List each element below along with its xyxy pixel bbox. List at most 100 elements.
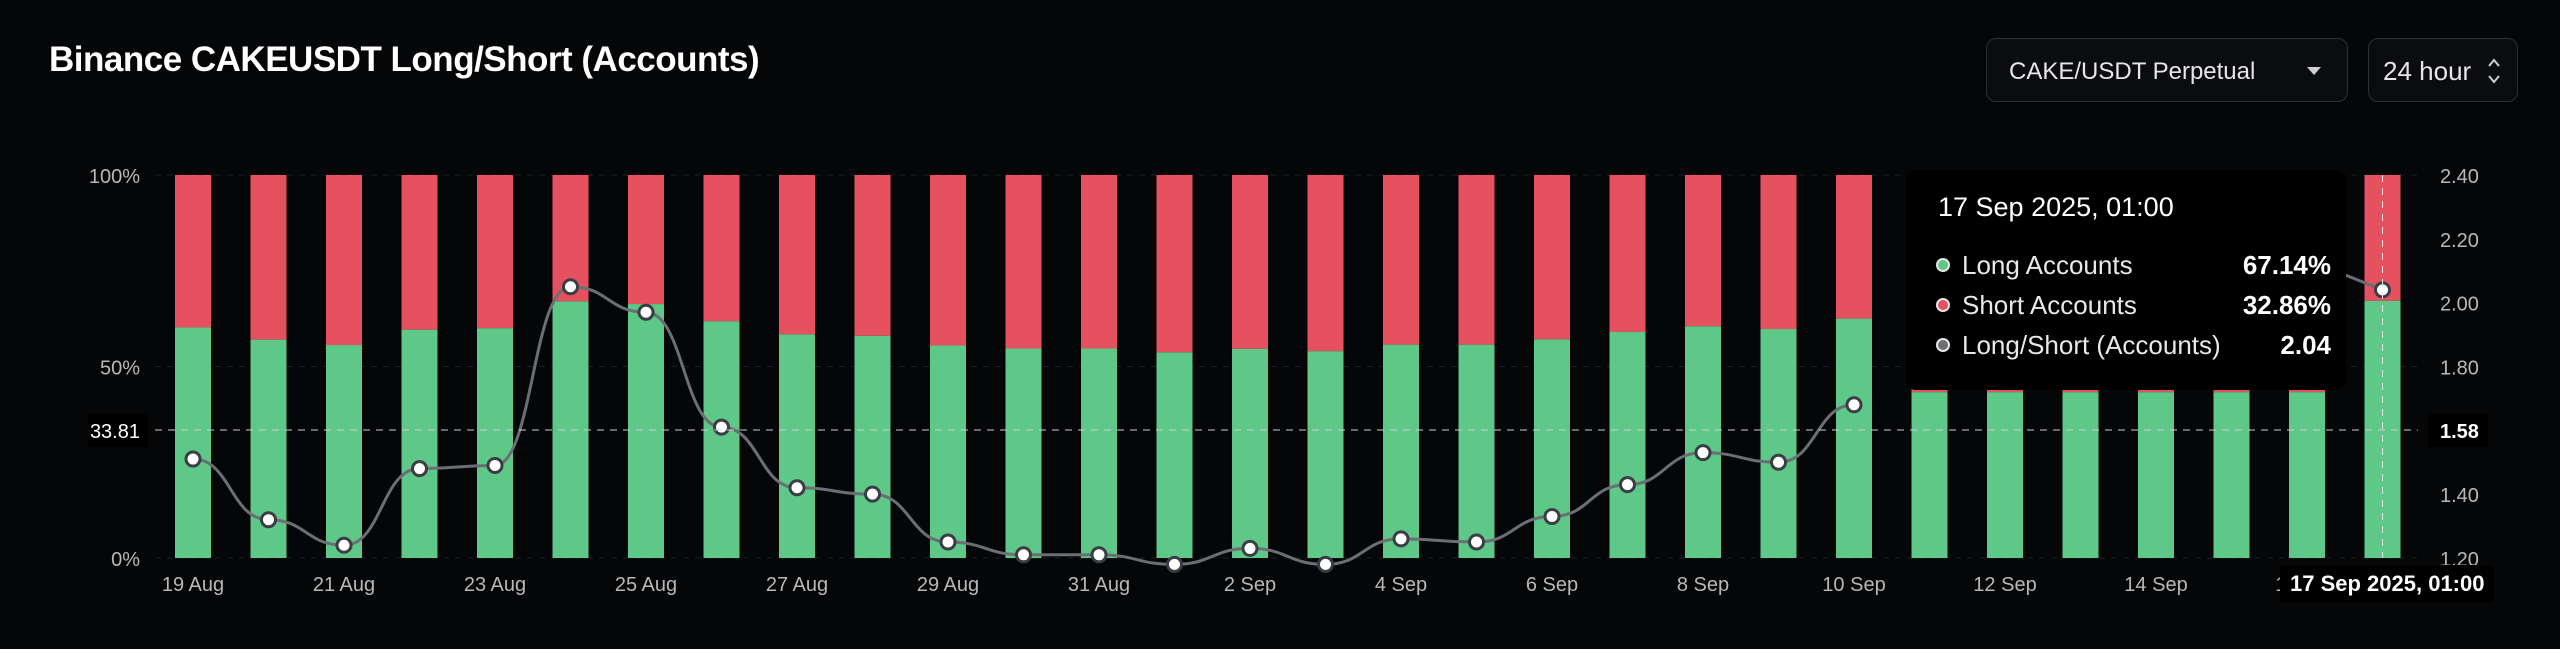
bar-short bbox=[1458, 175, 1495, 345]
bar-short bbox=[326, 175, 362, 346]
y-right-tick-label: 2.20 bbox=[2440, 230, 2479, 252]
y-right-tick-label: 1.80 bbox=[2440, 358, 2479, 380]
bar-long bbox=[703, 321, 740, 558]
crosshair-x-label: 17 Sep 2025, 01:00 bbox=[2280, 565, 2495, 603]
crosshair-left-value: 33.81 bbox=[90, 421, 140, 443]
x-tick-label: 8 Sep bbox=[1677, 574, 1729, 596]
ratio-point bbox=[1468, 533, 1485, 551]
bar-short bbox=[1760, 175, 1797, 329]
tooltip-title: 17 Sep 2025, 01:00 bbox=[1938, 192, 2174, 222]
pair-select-value: CAKE/USDT Perpetual bbox=[2009, 58, 2256, 85]
pair-select[interactable]: CAKE/USDT Perpetual bbox=[1986, 38, 2348, 102]
period-select[interactable]: 24 hour bbox=[2368, 38, 2518, 102]
x-tick-label: 29 Aug bbox=[917, 574, 979, 596]
bar-short bbox=[1156, 175, 1193, 353]
ratio-dot-icon bbox=[1936, 338, 1950, 352]
bar-short bbox=[1685, 175, 1721, 327]
bar-long bbox=[2062, 392, 2099, 558]
ratio-point bbox=[335, 536, 353, 554]
tooltip-value: 32.86% bbox=[2242, 290, 2331, 320]
ratio-point bbox=[1090, 546, 1108, 564]
ratio-point bbox=[713, 418, 730, 436]
tooltip-label: Short Accounts bbox=[1962, 290, 2137, 320]
crosshair-right-value: 1.58 bbox=[2440, 421, 2479, 443]
tooltip-label: Long Accounts bbox=[1962, 250, 2133, 280]
bar-short bbox=[930, 175, 966, 346]
bar-short bbox=[1005, 175, 1042, 349]
bar-long bbox=[552, 301, 589, 558]
ratio-point bbox=[1166, 555, 1183, 573]
tooltip-value: 2.04 bbox=[2280, 330, 2331, 360]
bar-long bbox=[854, 335, 891, 558]
bar-long bbox=[2289, 392, 2325, 558]
tooltip-row-short: Short Accounts 32.86% bbox=[1936, 290, 2331, 324]
bar-short bbox=[250, 175, 287, 340]
x-tick-label: 31 Aug bbox=[1068, 574, 1130, 596]
x-tick-label: 21 Aug bbox=[313, 574, 375, 596]
y-right-tick-label: 2.40 bbox=[2440, 166, 2479, 188]
chart-title: Binance CAKEUSDT Long/Short (Accounts) bbox=[49, 40, 760, 79]
x-tick-label: 25 Aug bbox=[615, 574, 677, 596]
ratio-point bbox=[486, 456, 504, 474]
y-right-tick-label: 2.00 bbox=[2440, 294, 2479, 316]
ratio-point bbox=[260, 511, 277, 529]
bar-long bbox=[628, 304, 664, 558]
ratio-point bbox=[939, 533, 957, 551]
tooltip: 17 Sep 2025, 01:00 Long Accounts 67.14% … bbox=[1906, 170, 2346, 390]
bar-short bbox=[1383, 175, 1419, 345]
x-tick-label: 10 Sep bbox=[1822, 574, 1885, 596]
bar-short bbox=[1307, 175, 1344, 352]
bar-short bbox=[477, 175, 513, 329]
bar-long bbox=[1534, 339, 1570, 558]
x-tick-label: 23 Aug bbox=[464, 574, 526, 596]
y-left-tick-label: 100% bbox=[89, 166, 140, 188]
bar-long bbox=[1836, 318, 1872, 558]
x-tick-label: 6 Sep bbox=[1526, 574, 1578, 596]
bar-long bbox=[2138, 392, 2174, 558]
y-left-tick-label: 50% bbox=[100, 358, 140, 380]
ratio-line bbox=[192, 285, 1855, 566]
tooltip-label: Long/Short (Accounts) bbox=[1962, 330, 2221, 360]
bar-short bbox=[628, 175, 664, 305]
x-tick-label: 27 Aug bbox=[766, 574, 828, 596]
ratio-point bbox=[184, 450, 202, 468]
bar-short bbox=[1836, 175, 1872, 319]
bar-long bbox=[1760, 328, 1797, 558]
bar-long bbox=[779, 334, 815, 558]
tooltip-value: 67.14% bbox=[2242, 250, 2331, 280]
bar-long bbox=[1685, 326, 1721, 558]
period-select-value: 24 hour bbox=[2383, 56, 2472, 86]
bar-long bbox=[1458, 344, 1495, 558]
x-tick-label: 19 Aug bbox=[162, 574, 224, 596]
ratio-point bbox=[1845, 396, 1863, 414]
crosshair: 33.81 1.58 bbox=[88, 175, 2488, 558]
bar-long bbox=[1987, 392, 2023, 558]
bar-short bbox=[1609, 175, 1646, 333]
x-tick-label: 14 Sep bbox=[2124, 574, 2187, 596]
ratio-point bbox=[1317, 555, 1334, 573]
crosshair-right-badge bbox=[2428, 413, 2488, 447]
ratio-point bbox=[788, 479, 806, 497]
bar-long bbox=[1232, 348, 1268, 558]
bar-long bbox=[401, 329, 438, 558]
ratio-point bbox=[562, 278, 579, 296]
short-dot-icon bbox=[1936, 298, 1950, 312]
x-tick-label: 12 Sep bbox=[1973, 574, 2036, 596]
bar-long bbox=[1911, 392, 1948, 558]
bar-long bbox=[1609, 332, 1646, 558]
bar-short bbox=[1081, 175, 1117, 349]
bar-short bbox=[175, 175, 211, 328]
x-tick-label: 4 Sep bbox=[1375, 574, 1427, 596]
y-right-tick-label: 1.40 bbox=[2440, 485, 2479, 507]
bar-long bbox=[1307, 351, 1344, 558]
bar-short bbox=[779, 175, 815, 335]
ratio-point bbox=[1694, 444, 1712, 462]
ratio-point bbox=[411, 460, 428, 478]
bar-long bbox=[930, 345, 966, 558]
bar-long bbox=[1383, 344, 1419, 558]
bar-series bbox=[175, 175, 2401, 558]
ratio-point bbox=[1619, 476, 1636, 494]
ratio-point bbox=[1015, 546, 1032, 564]
bar-short bbox=[1534, 175, 1570, 340]
chevron-down-icon bbox=[2307, 67, 2321, 75]
